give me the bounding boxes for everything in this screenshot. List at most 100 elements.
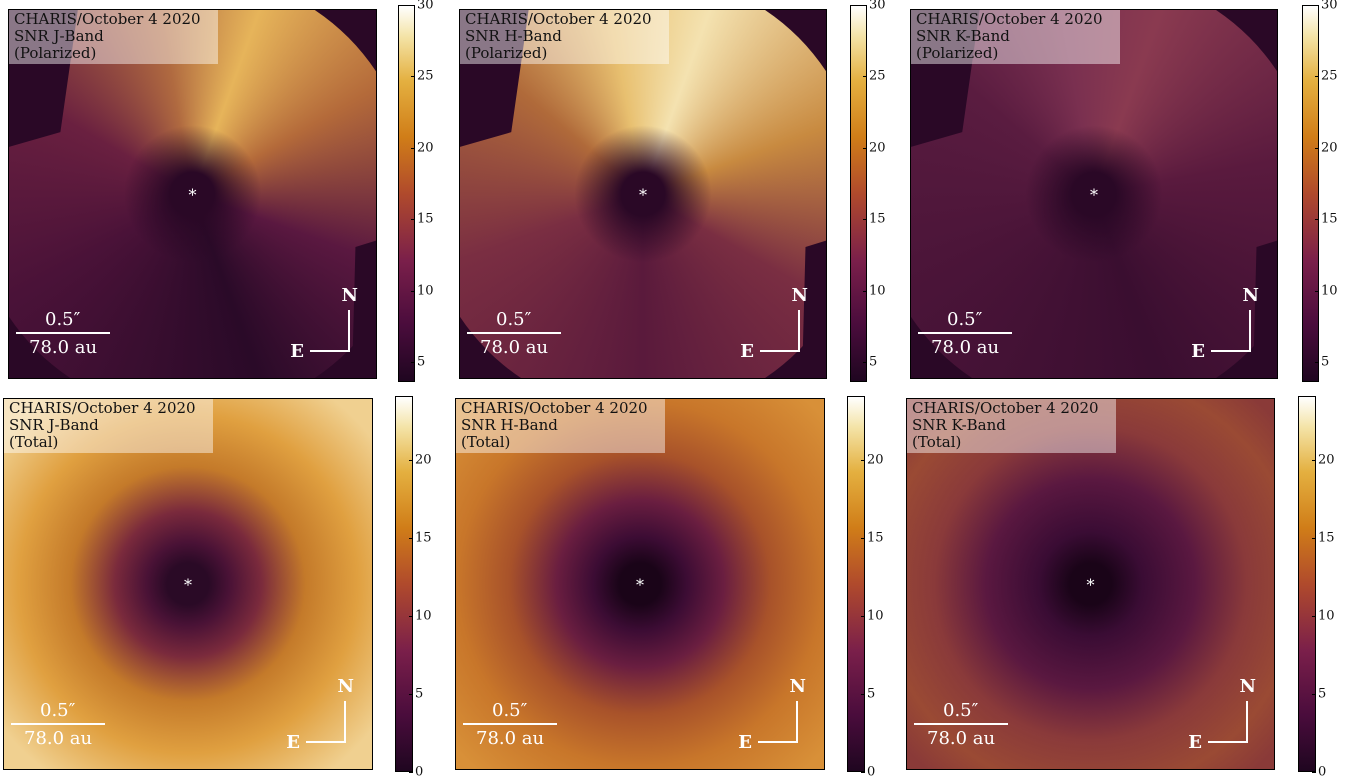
colorbar-tick <box>1312 694 1316 695</box>
label-line: CHARIS/October 4 2020 <box>465 11 663 28</box>
colorbar-tick-label: 15 <box>417 212 434 227</box>
colorbar-tick-label: 30 <box>869 0 886 13</box>
colorbar-tick-label: 25 <box>1321 69 1338 84</box>
colorbar-tick <box>863 148 867 149</box>
scale-au: 78.0 au <box>480 337 548 358</box>
label-line: (Polarized) <box>465 45 663 62</box>
scale-bar <box>918 332 1012 334</box>
colorbar-tick-label: 25 <box>417 69 434 84</box>
colorbar-tick <box>411 291 415 292</box>
colorbar-tick <box>409 460 413 461</box>
label-line: SNR J-Band <box>14 28 212 45</box>
colorbar-tick-label: 15 <box>1318 530 1335 545</box>
label-line: (Total) <box>9 434 207 451</box>
compass-e-arrow <box>758 741 798 743</box>
scale-au: 78.0 au <box>476 728 544 749</box>
label-line: SNR J-Band <box>9 417 207 434</box>
colorbar-tick <box>863 291 867 292</box>
colorbar-tick-label: 15 <box>415 530 432 545</box>
scale-arcsec: 0.5″ <box>492 700 527 721</box>
compass-north: N <box>1240 676 1256 697</box>
colorbar-tick <box>411 148 415 149</box>
star-marker: * <box>184 575 192 594</box>
scale-bar <box>463 723 557 725</box>
colorbar-tick <box>411 362 415 363</box>
scale-bar <box>914 723 1008 725</box>
colorbar-tick <box>411 219 415 220</box>
colorbar-tick-label: 20 <box>417 140 434 155</box>
colorbar-tick <box>1312 772 1316 773</box>
compass-east: E <box>738 732 752 753</box>
colorbar <box>850 5 867 382</box>
compass-north: N <box>342 285 358 306</box>
compass-n-arrow <box>798 310 800 352</box>
compass-east: E <box>1188 732 1202 753</box>
scale-arcsec: 0.5″ <box>947 309 982 330</box>
scale-au: 78.0 au <box>29 337 97 358</box>
label-line: CHARIS/October 4 2020 <box>9 400 207 417</box>
colorbar-tick <box>861 460 865 461</box>
compass-north: N <box>338 676 354 697</box>
colorbar-tick <box>863 219 867 220</box>
colorbar-tick <box>411 76 415 77</box>
compass-east: E <box>286 732 300 753</box>
colorbar-tick <box>861 694 865 695</box>
colorbar-tick-label: 5 <box>415 686 423 701</box>
colorbar <box>847 396 865 772</box>
colorbar-tick <box>863 362 867 363</box>
colorbar-tick <box>411 5 415 6</box>
colorbar-tick <box>1312 616 1316 617</box>
star-marker: * <box>189 185 197 204</box>
star-marker: * <box>1090 185 1098 204</box>
colorbar-tick <box>1315 76 1319 77</box>
colorbar-tick-label: 10 <box>415 608 432 623</box>
colorbar-tick <box>1315 5 1319 6</box>
compass-north: N <box>1243 285 1259 306</box>
label-line: CHARIS/October 4 2020 <box>461 400 659 417</box>
colorbar <box>398 5 415 382</box>
label-line: (Total) <box>912 434 1110 451</box>
label-line: CHARIS/October 4 2020 <box>14 11 212 28</box>
compass-n-arrow <box>344 701 346 743</box>
label-line: SNR H-Band <box>465 28 663 45</box>
colorbar <box>1298 396 1316 772</box>
compass-e-arrow <box>1211 350 1251 352</box>
star-marker: * <box>636 575 644 594</box>
colorbar-tick-label: 20 <box>1318 452 1335 467</box>
colorbar-tick-label: 0 <box>867 765 875 780</box>
colorbar-tick <box>1312 460 1316 461</box>
colorbar <box>395 396 413 772</box>
scale-bar <box>467 332 561 334</box>
colorbar-tick-label: 5 <box>1318 686 1326 701</box>
scale-bar <box>11 723 105 725</box>
compass-east: E <box>290 341 304 362</box>
label-line: SNR K-Band <box>916 28 1114 45</box>
colorbar-tick <box>1315 148 1319 149</box>
colorbar-tick-label: 30 <box>1321 0 1338 13</box>
label-line: CHARIS/October 4 2020 <box>916 11 1114 28</box>
scale-au: 78.0 au <box>931 337 999 358</box>
label-line: CHARIS/October 4 2020 <box>912 400 1110 417</box>
label-line: (Polarized) <box>916 45 1114 62</box>
colorbar-tick-label: 0 <box>1318 765 1326 780</box>
colorbar-tick-label: 5 <box>869 355 877 370</box>
compass-east: E <box>1191 341 1205 362</box>
colorbar-tick-label: 10 <box>869 283 886 298</box>
compass-north: N <box>790 676 806 697</box>
star-marker: * <box>1087 575 1095 594</box>
colorbar-tick <box>861 616 865 617</box>
colorbar-tick <box>409 616 413 617</box>
compass-n-arrow <box>348 310 350 352</box>
star-marker: * <box>639 185 647 204</box>
scale-arcsec: 0.5″ <box>496 309 531 330</box>
scale-bar <box>16 332 110 334</box>
